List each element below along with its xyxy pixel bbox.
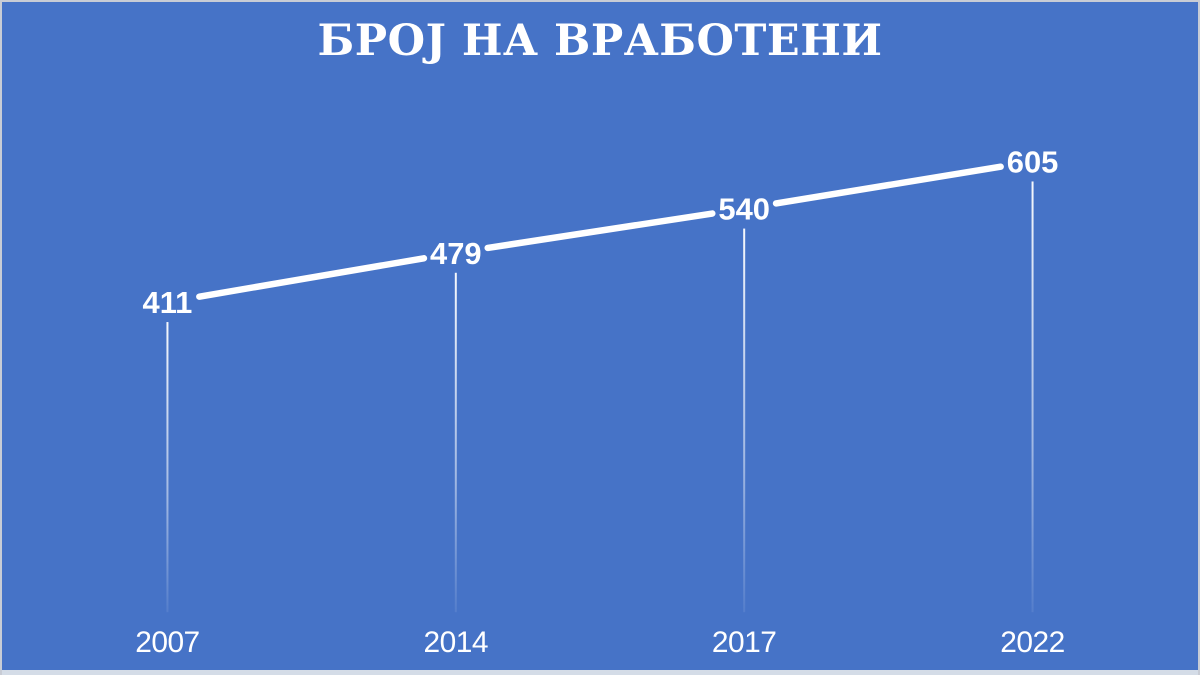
chart-title: БРОЈ НА ВРАБОТЕНИ xyxy=(317,16,883,66)
data-label: 540 xyxy=(718,192,770,227)
point-drop-line xyxy=(1031,181,1034,613)
data-label: 411 xyxy=(143,285,193,320)
x-axis-label: 2022 xyxy=(1000,626,1065,659)
data-label: 479 xyxy=(430,236,482,271)
data-label: 605 xyxy=(1007,144,1059,179)
point-drop-line xyxy=(454,272,457,613)
x-axis-label: 2014 xyxy=(424,626,489,659)
trend-line-segment xyxy=(484,210,716,252)
trend-line-segment xyxy=(196,255,428,300)
point-drop-line xyxy=(743,228,746,613)
point-drop-line xyxy=(166,322,169,613)
x-axis-label: 2017 xyxy=(712,626,777,659)
trend-line-segment xyxy=(772,163,1004,207)
x-axis-label: 2007 xyxy=(135,626,200,659)
bottom-strip xyxy=(2,670,1198,675)
